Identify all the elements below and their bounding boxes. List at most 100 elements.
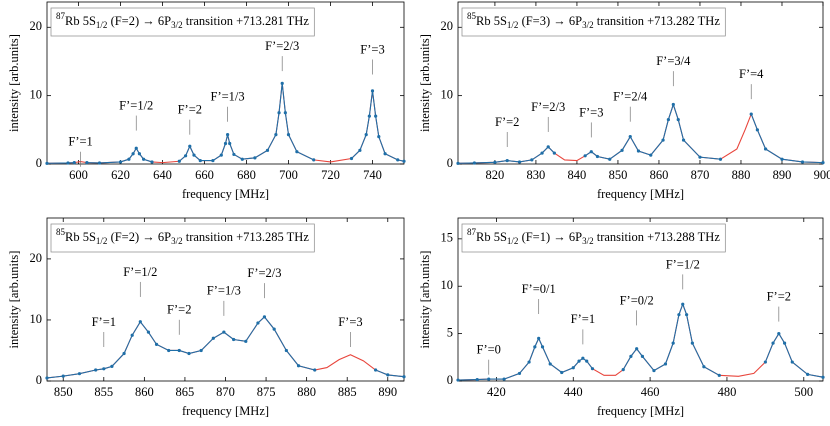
y-tick-label: 15 xyxy=(441,231,454,245)
data-point xyxy=(110,364,114,368)
data-point xyxy=(628,135,632,139)
data-point xyxy=(383,152,387,156)
peak-label: F’=2/4 xyxy=(613,90,648,104)
y-tick-label: 10 xyxy=(441,88,454,102)
title-part: transition +713.285 THz xyxy=(183,230,310,244)
data-point xyxy=(167,348,171,353)
title-part: Rb 5S xyxy=(476,230,507,244)
peak-label: F’=2/3 xyxy=(265,39,299,53)
data-point xyxy=(150,160,154,164)
peak-label: F’=0/2 xyxy=(620,293,654,307)
data-point xyxy=(621,368,625,372)
data-point xyxy=(386,373,390,377)
x-tick-label: 480 xyxy=(718,385,737,399)
x-tick-label: 720 xyxy=(321,168,340,182)
data-point xyxy=(685,313,689,317)
peak-label: F’=3 xyxy=(360,42,384,56)
x-tick-label: 860 xyxy=(650,168,669,182)
x-tick-label: 500 xyxy=(794,385,813,399)
data-point xyxy=(396,158,400,162)
peak-label: F’=3/4 xyxy=(656,54,691,68)
title-part: 3/2 xyxy=(582,20,594,30)
y-axis-label: intensity [arb.units] xyxy=(7,34,21,132)
data-point xyxy=(102,367,106,371)
data-point xyxy=(198,158,202,163)
title-part: transition +713.288 THz xyxy=(594,230,721,244)
data-point xyxy=(211,336,215,340)
data-point xyxy=(540,345,545,349)
x-tick-label: 900 xyxy=(814,168,830,182)
data-point xyxy=(402,375,406,379)
title-part: (F=1) → 6P xyxy=(518,230,582,244)
data-point xyxy=(806,372,810,376)
x-tick-label: 890 xyxy=(378,385,397,399)
x-tick-label: 890 xyxy=(773,168,792,182)
data-point xyxy=(671,341,675,345)
y-tick-label: 0 xyxy=(447,373,453,387)
data-point xyxy=(219,153,223,157)
data-point xyxy=(560,370,564,375)
x-tick-label: 880 xyxy=(297,385,316,399)
data-point xyxy=(232,337,236,342)
data-point xyxy=(676,117,680,122)
data-point xyxy=(530,158,534,162)
data-point xyxy=(777,332,781,336)
data-point xyxy=(72,161,76,165)
data-point xyxy=(663,362,668,366)
data-point xyxy=(211,158,215,163)
data-point xyxy=(505,158,509,163)
data-point xyxy=(800,160,805,164)
data-point xyxy=(370,89,375,93)
data-point xyxy=(45,161,49,165)
data-point xyxy=(244,339,248,343)
data-point xyxy=(272,327,276,331)
data-point xyxy=(283,111,287,115)
data-point xyxy=(262,315,267,319)
peak-label: F’=1 xyxy=(92,315,116,329)
data-point xyxy=(256,321,260,325)
data-point xyxy=(577,359,581,363)
data-point xyxy=(671,102,675,107)
data-point xyxy=(456,161,460,165)
title-part: 3/2 xyxy=(582,236,594,246)
data-point xyxy=(487,377,491,381)
data-point xyxy=(771,341,775,345)
x-axis-label: frequency [MHz] xyxy=(597,404,684,418)
data-point xyxy=(280,81,284,85)
data-point xyxy=(358,148,362,152)
title-part: transition +713.281 THz xyxy=(183,14,310,28)
y-tick-label: 10 xyxy=(30,312,43,326)
title-part: 1/2 xyxy=(96,236,108,246)
y-tick-label: 10 xyxy=(30,88,43,102)
data-point xyxy=(286,133,291,137)
y-axis-label: intensity [arb.units] xyxy=(7,251,21,349)
title-part: 1/2 xyxy=(507,20,519,30)
x-tick-label: 700 xyxy=(279,168,298,182)
data-point xyxy=(690,341,694,345)
data-point xyxy=(661,138,665,142)
data-point xyxy=(821,375,825,379)
series-line xyxy=(457,102,824,164)
title-part: (F=3) → 6P xyxy=(518,14,582,28)
x-tick-label: 660 xyxy=(195,168,214,182)
peak-label: F’=2/3 xyxy=(531,100,565,114)
chart-title: 87Rb 5S1/2 (F=1) → 6P3/2 transition +713… xyxy=(467,227,720,246)
title-box xyxy=(461,223,726,253)
data-point xyxy=(540,151,544,155)
data-point xyxy=(821,161,825,165)
peak-label: F’=2 xyxy=(178,103,202,117)
series-line xyxy=(457,302,824,381)
x-tick-label: 460 xyxy=(641,385,660,399)
data-point xyxy=(763,360,767,364)
data-point xyxy=(552,151,556,155)
title-part: (F=2) → 6P xyxy=(107,14,171,28)
data-point xyxy=(177,348,181,353)
title-part: 1/2 xyxy=(507,236,519,246)
data-point xyxy=(636,149,641,153)
data-point xyxy=(583,154,587,158)
x-tick-label: 865 xyxy=(176,385,195,399)
data-point xyxy=(585,359,589,363)
data-point xyxy=(402,159,406,163)
series-line xyxy=(457,302,824,381)
